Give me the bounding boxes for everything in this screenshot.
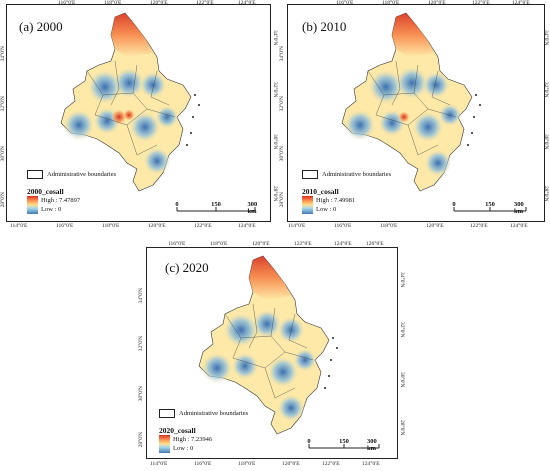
legend-title: 2020_cosall (159, 426, 196, 435)
lat-tick: 30°0'N (138, 386, 144, 402)
lat-tick: 32°0'N (0, 96, 6, 112)
lon-tick: 124°0'E (334, 241, 352, 247)
lon-tick: 122°0'E (194, 223, 212, 229)
admin-boundary-label: Administrative boundaries (322, 170, 392, 178)
lat-tick: 34°0'N (543, 30, 549, 46)
admin-boundary-swatch (27, 169, 43, 179)
legend-high: High : 7.47897 (41, 197, 81, 204)
lon-tick: 120°0'E (426, 223, 444, 229)
lon-tick: 124°0'E (238, 223, 256, 229)
map-panel-2000: (a) 2000 Administrative boundaries 2000_… (6, 4, 271, 222)
map-panel-2010: (b) 2010 Administrative boundaries 2010_… (287, 4, 545, 222)
lon-tick: 118°0'E (104, 0, 122, 6)
legend-high: High : 7.49981 (316, 197, 356, 204)
lon-tick: 118°0'E (238, 461, 256, 467)
lon-tick: 120°0'E (428, 0, 446, 6)
lon-tick: 118°0'E (380, 223, 398, 229)
map-legend: Administrative boundaries 2000_cosall Hi… (27, 165, 116, 214)
lat-tick: 28°0'N (279, 192, 285, 208)
lon-tick: 116°0'E (56, 223, 74, 229)
lon-tick: 122°0'E (322, 461, 340, 467)
lat-tick: 30°0'N (279, 146, 285, 162)
scale-label: 0 (175, 201, 179, 208)
lat-tick: 30°0'N (272, 134, 278, 150)
scale-label: 0 (307, 438, 311, 445)
map-legend: Administrative boundaries 2010_cosall Hi… (302, 165, 391, 214)
lon-tick: 120°0'E (252, 241, 270, 247)
lat-tick: 32°0'N (399, 322, 405, 338)
lat-tick: 34°0'N (138, 288, 144, 304)
map-legend: Administrative boundaries 2020_cosall Hi… (159, 404, 248, 453)
lon-tick: 116°0'E (58, 0, 76, 6)
scale-label: 300 km (367, 438, 377, 452)
panel-title: (b) 2010 (302, 19, 347, 34)
lat-tick: 34°0'N (399, 272, 405, 288)
lon-tick: 122°0'E (470, 223, 488, 229)
lon-tick: 118°0'E (210, 241, 228, 247)
lon-tick: 120°0'E (282, 461, 300, 467)
lon-tick: 120°0'E (148, 223, 166, 229)
lon-tick: 116°0'E (168, 241, 186, 247)
lat-tick: 30°0'N (399, 372, 405, 388)
lon-tick: 116°0'E (194, 461, 212, 467)
lat-tick: 32°0'N (543, 82, 549, 98)
legend-low: Low : 0 (316, 206, 337, 213)
lat-tick: 34°0'N (272, 30, 278, 46)
lat-tick: 30°0'N (543, 134, 549, 150)
legend-title: 2010_cosall (302, 187, 339, 196)
choropleth-map-2010 (341, 12, 527, 212)
lon-tick: 124°0'E (362, 461, 380, 467)
scale-label: 150 (485, 201, 495, 208)
lat-tick: 28°0'N (399, 420, 405, 436)
panel-title: (c) 2020 (165, 260, 209, 275)
lon-tick: 116°0'E (336, 0, 354, 6)
lat-tick: 28°0'N (0, 192, 6, 208)
admin-boundary-swatch (159, 408, 175, 418)
lon-tick: 126°0'E (366, 241, 384, 247)
admin-boundary-label: Administrative boundaries (179, 409, 249, 417)
legend-high: High : 7.23946 (173, 436, 213, 443)
scale-label: 150 (339, 438, 349, 445)
lon-tick: 118°0'E (382, 0, 400, 6)
lat-tick: 32°0'N (279, 96, 285, 112)
color-ramp (302, 196, 313, 214)
lon-tick: 122°0'E (294, 241, 312, 247)
scale-label: 0 (452, 201, 456, 208)
lat-tick: 30°0'N (0, 146, 6, 162)
legend-title: 2000_cosall (27, 187, 64, 196)
lat-tick: 28°0'N (272, 186, 278, 202)
lon-tick: 118°0'E (102, 223, 120, 229)
panel-title: (a) 2000 (19, 19, 63, 34)
lon-tick: 114°0'E (150, 461, 168, 467)
choropleth-map-2020 (198, 255, 380, 449)
lat-tick: 32°0'N (272, 82, 278, 98)
lon-tick: 124°0'E (510, 223, 528, 229)
lat-tick: 28°0'N (543, 186, 549, 202)
color-ramp (27, 196, 38, 214)
admin-boundary-label: Administrative boundaries (47, 170, 117, 178)
scale-label: 150 (211, 201, 221, 208)
color-ramp (159, 435, 170, 453)
scale-label: 300 km (514, 201, 524, 215)
lat-tick: 34°0'N (0, 46, 6, 62)
lon-tick: 114°0'E (288, 223, 306, 229)
lat-tick: 34°0'N (279, 46, 285, 62)
lon-tick: 124°0'E (238, 0, 256, 6)
lon-tick: 124°0'E (512, 0, 530, 6)
lon-tick: 122°0'E (196, 0, 214, 6)
legend-low: Low : 0 (173, 445, 194, 452)
lon-tick: 122°0'E (472, 0, 490, 6)
lat-tick: 28°0'N (138, 432, 144, 448)
lon-tick: 120°0'E (150, 0, 168, 6)
legend-low: Low : 0 (41, 206, 62, 213)
scale-label: 300 km (247, 201, 258, 215)
map-panel-2020: (c) 2020 Administrative boundaries 2020_… (146, 247, 398, 459)
lat-tick: 32°0'N (138, 336, 144, 352)
lon-tick: 114°0'E (10, 223, 28, 229)
admin-boundary-swatch (302, 169, 318, 179)
choropleth-map-2000 (60, 12, 256, 212)
lon-tick: 116°0'E (334, 223, 352, 229)
